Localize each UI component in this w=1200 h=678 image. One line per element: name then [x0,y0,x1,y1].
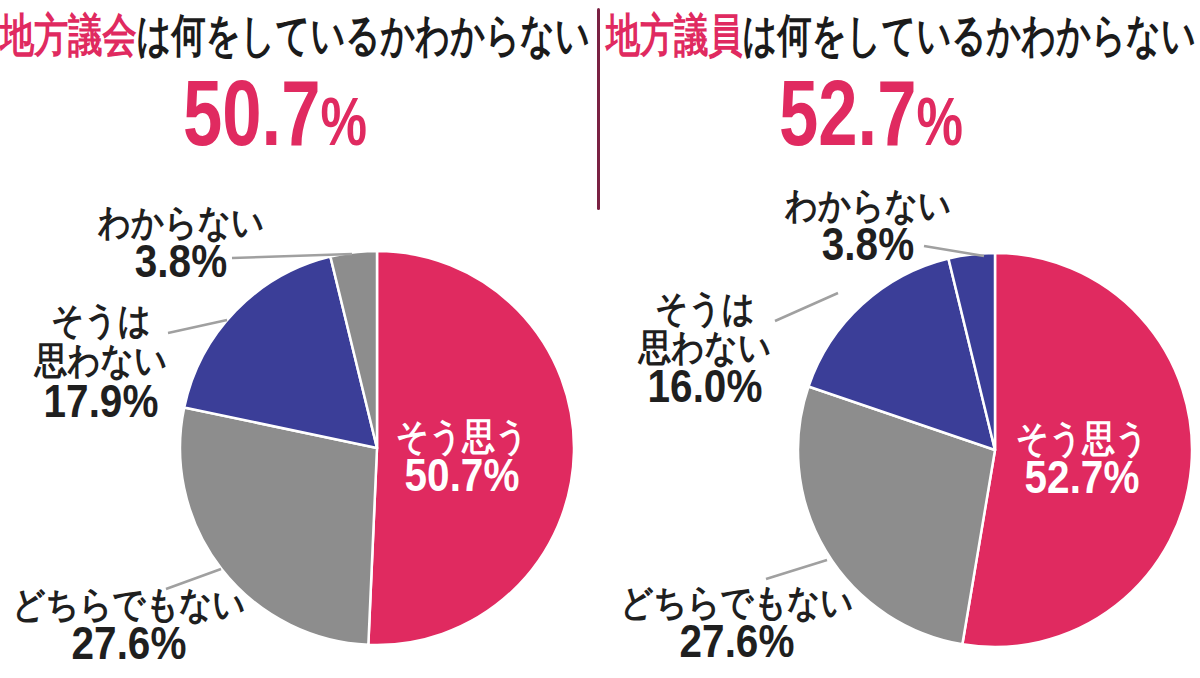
right-leader-unknown [924,246,984,256]
left-leader-neither [166,569,221,589]
left-leader-disagree [168,320,227,333]
right-leader-neither [766,560,827,579]
left-leader-unknown [232,254,352,258]
leader-lines [0,0,1200,678]
infographic: { "colors": { "pink": "#e02a60", "indigo… [0,0,1200,678]
right-leader-disagree [775,293,838,321]
